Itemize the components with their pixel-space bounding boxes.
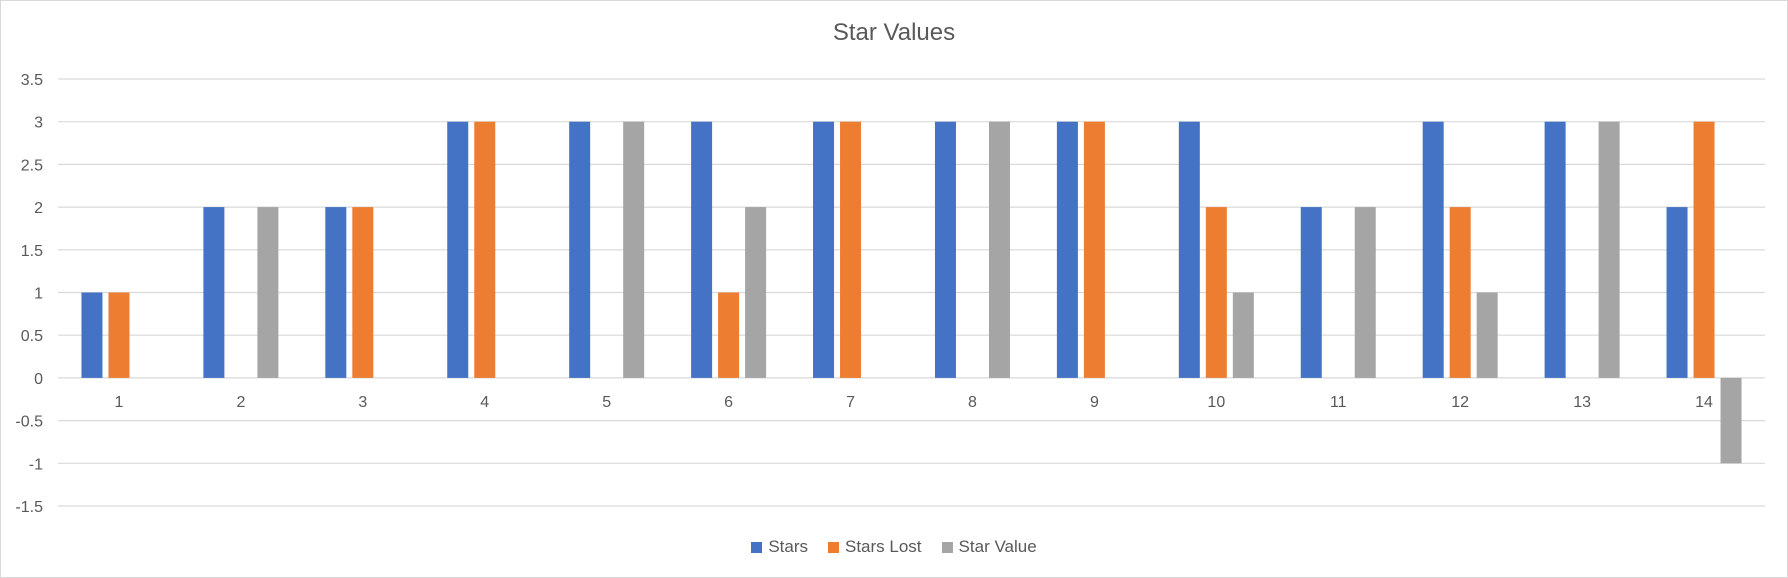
bar-star-value	[1354, 207, 1376, 378]
x-tick-label: 3	[358, 394, 367, 411]
x-tick-label: 1	[115, 394, 124, 411]
bar-star-value	[623, 121, 645, 378]
bar-star-value	[1232, 292, 1254, 378]
x-tick-label: 13	[1573, 394, 1591, 411]
y-tick-label: -1	[29, 456, 43, 473]
y-tick-label: 3	[34, 115, 43, 132]
bar-stars-lost	[474, 121, 496, 378]
bar-star-value	[988, 121, 1010, 378]
bar-star-value	[1720, 377, 1742, 464]
y-tick-label: 3.5	[21, 72, 43, 89]
bar-stars-lost	[1083, 121, 1105, 378]
bar-stars	[1056, 121, 1078, 378]
bar-stars	[1544, 121, 1566, 378]
y-tick-label: 2.5	[21, 157, 43, 174]
legend-item: Star Value	[941, 537, 1037, 557]
y-tick-label: -0.5	[15, 414, 43, 431]
bar-star-value	[1598, 121, 1620, 378]
x-tick-label: 8	[968, 394, 977, 411]
bar-stars-lost	[718, 292, 740, 378]
bar-stars	[1666, 207, 1688, 378]
bar-stars	[203, 207, 225, 378]
x-tick-label: 9	[1090, 394, 1099, 411]
x-tick-label: 7	[846, 394, 855, 411]
bar-stars	[1300, 207, 1322, 378]
y-tick-label: 1	[34, 286, 43, 303]
bar-stars-lost	[1449, 207, 1471, 378]
chart-title: Star Values	[832, 19, 956, 46]
x-tick-label: 14	[1695, 394, 1713, 411]
legend-item: Stars	[751, 537, 808, 557]
bar-stars	[447, 121, 469, 378]
bar-stars	[691, 121, 713, 378]
legend-label: Stars	[768, 537, 808, 556]
bar-stars	[325, 207, 347, 378]
x-tick-label: 6	[724, 394, 733, 411]
bar-star-value	[745, 207, 767, 378]
x-tick-label: 12	[1451, 394, 1469, 411]
bar-stars	[934, 121, 956, 378]
legend-swatch	[941, 541, 953, 553]
legend-swatch	[828, 541, 839, 553]
bar-stars	[81, 292, 103, 378]
bar-stars-lost	[352, 207, 374, 378]
y-tick-label: 0.5	[21, 328, 43, 345]
bar-stars-lost	[1693, 121, 1715, 378]
y-tick-label: 1.5	[21, 243, 43, 260]
legend-item: Stars Lost	[828, 537, 922, 557]
chart-legend: Stars Stars Lost Star Value	[1, 537, 1787, 557]
legend-label: Stars Lost	[845, 537, 922, 556]
bar-stars	[1422, 121, 1444, 378]
x-tick-label: 5	[602, 394, 611, 411]
bar-stars	[813, 121, 835, 378]
bar-star-value	[1476, 292, 1498, 378]
bar-stars-lost	[1205, 207, 1227, 378]
legend-label: Star Value	[958, 537, 1037, 556]
y-tick-label: 2	[34, 200, 43, 217]
x-tick-label: 2	[236, 394, 245, 411]
bar-stars-lost	[840, 121, 862, 378]
bar-stars	[569, 121, 591, 378]
bar-stars-lost	[108, 292, 130, 378]
y-tick-label: -1.5	[15, 499, 43, 516]
bar-stars	[1178, 121, 1200, 378]
y-tick-label: 0	[34, 371, 43, 388]
x-tick-label: 4	[480, 394, 489, 411]
x-tick-label: 11	[1330, 394, 1347, 411]
x-tick-label: 10	[1207, 394, 1225, 411]
legend-swatch	[751, 541, 763, 553]
bar-star-value	[257, 207, 279, 378]
